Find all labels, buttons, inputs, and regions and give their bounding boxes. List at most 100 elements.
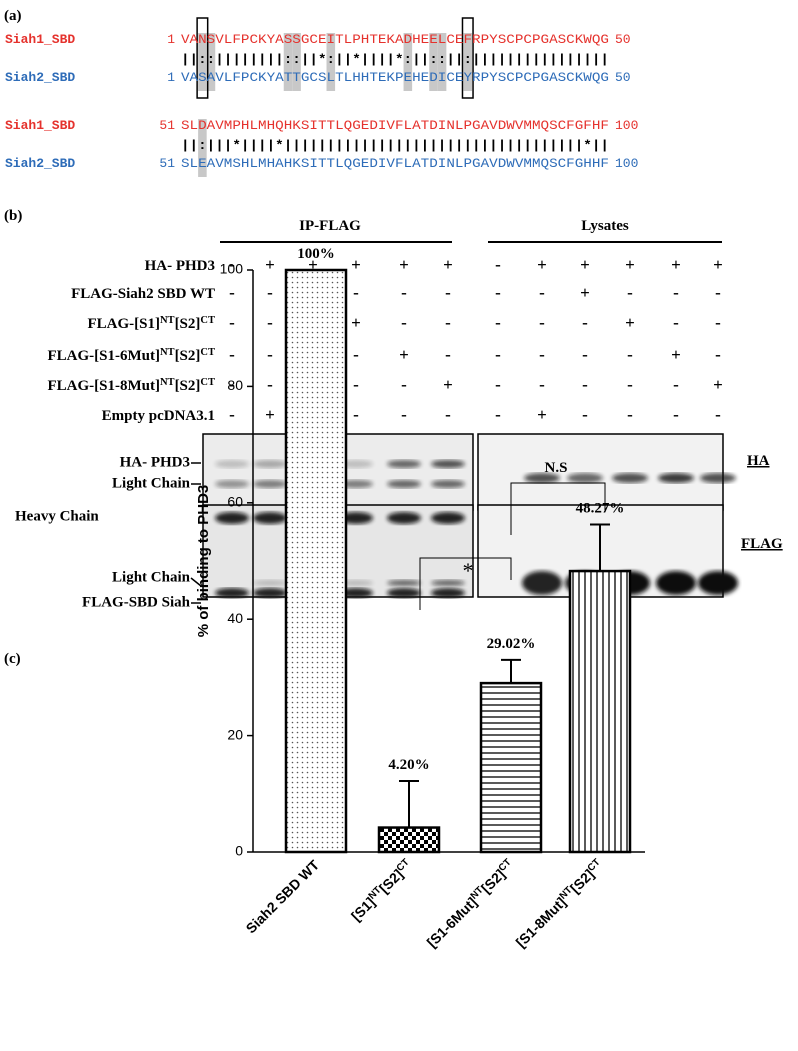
sequence-name: Siah2_SBD <box>5 156 75 171</box>
sign: - <box>582 313 588 332</box>
band <box>339 480 373 488</box>
box <box>196 17 209 99</box>
band <box>339 460 373 468</box>
band <box>698 571 738 595</box>
sign: + <box>399 255 409 274</box>
sign: - <box>229 345 235 364</box>
band <box>253 460 287 468</box>
sign: - <box>715 283 721 302</box>
band <box>656 571 696 595</box>
band <box>253 580 287 586</box>
band <box>215 460 249 468</box>
band <box>658 473 694 483</box>
sign: - <box>353 405 359 424</box>
sequence-name: Siah2_SBD <box>5 70 75 85</box>
y-tick-label: 60 <box>227 494 243 510</box>
text-part: FLAG-[S1-8Mut] <box>47 378 160 394</box>
band <box>431 512 465 524</box>
sign: - <box>267 345 273 364</box>
sign: - <box>267 283 273 302</box>
band <box>215 480 249 488</box>
panel-label: (c) <box>4 651 21 667</box>
bracket <box>419 557 512 610</box>
sign: + <box>713 375 723 394</box>
sign: - <box>495 345 501 364</box>
sign: - <box>627 345 633 364</box>
band <box>612 473 648 483</box>
x-tick-label: Siah2 SBD WT <box>243 857 323 937</box>
sign: - <box>715 345 721 364</box>
highlight <box>206 33 216 91</box>
band <box>253 512 287 524</box>
highlight <box>292 33 301 91</box>
antibody-label: FLAG <box>741 536 783 552</box>
sign: + <box>351 255 361 274</box>
sign: + <box>265 255 275 274</box>
text-part: [S1-6Mut] <box>424 894 480 950</box>
sign: - <box>353 283 359 302</box>
value-label: 4.20% <box>388 757 429 773</box>
text-part: CT <box>200 377 215 388</box>
annotation: N.S <box>545 460 568 476</box>
sign: - <box>673 405 679 424</box>
sequence: VASAVLFPCKYATTGCSLTLHHTEKPEHEDICEYRPYSCP… <box>181 70 609 85</box>
sign: - <box>495 283 501 302</box>
position: 100 <box>615 156 638 171</box>
sign: - <box>401 405 407 424</box>
position: 51 <box>159 118 175 133</box>
blot-label: Heavy Chain <box>15 508 99 524</box>
band <box>339 588 373 598</box>
text-part: NT <box>160 347 175 358</box>
y-axis-title: % of binding to PHD3 <box>195 485 212 637</box>
highlight <box>403 33 413 91</box>
sign: + <box>580 283 590 302</box>
text-part: [S1-8Mut] <box>513 894 569 950</box>
row-label: FLAG-[S1]NT[S2]CT <box>87 315 215 333</box>
box <box>461 17 474 99</box>
sign: - <box>495 313 501 332</box>
sign: - <box>539 345 545 364</box>
sign: + <box>399 345 409 364</box>
band <box>339 580 373 586</box>
bar <box>284 268 348 854</box>
highlight <box>463 33 473 91</box>
bar <box>479 681 543 854</box>
sign: - <box>445 405 451 424</box>
y-tick-label: 0 <box>235 843 243 859</box>
band <box>431 460 465 468</box>
sign: - <box>445 313 451 332</box>
sign: - <box>267 313 273 332</box>
sign: - <box>401 313 407 332</box>
error-bar <box>501 658 521 684</box>
band <box>387 512 421 524</box>
text-part: NT <box>160 315 175 326</box>
sign: - <box>673 283 679 302</box>
panel-label: (b) <box>4 208 22 224</box>
sign: + <box>537 405 547 424</box>
match-line: ||::||||||||::||*:||*||||*:||::||:||||||… <box>181 52 609 67</box>
sign: - <box>715 405 721 424</box>
sign: - <box>627 283 633 302</box>
band <box>387 480 421 488</box>
highlight <box>283 33 293 91</box>
row-label: Empty pcDNA3.1 <box>102 408 215 424</box>
sign: - <box>582 375 588 394</box>
text-part: CT <box>200 315 215 326</box>
sign: - <box>627 405 633 424</box>
error-bar <box>590 523 610 572</box>
band <box>700 473 736 483</box>
value-label: 48.27% <box>576 501 625 517</box>
position: 51 <box>159 156 175 171</box>
sequence: VANSVLFPCKYASSGCEITLPHTEKADHEELCEFRPYSCP… <box>181 32 609 47</box>
sign: - <box>229 255 235 274</box>
row-label: FLAG-[S1-8Mut]NT[S2]CT <box>47 377 215 395</box>
band <box>215 512 249 524</box>
highlight <box>437 33 447 91</box>
y-tick-label: 80 <box>227 377 243 393</box>
x-tick-label: [S1-8Mut]NT[S2]CT <box>512 856 606 950</box>
band <box>387 460 421 468</box>
text-part: [S2] <box>175 378 201 394</box>
position: 50 <box>615 70 631 85</box>
error-bar <box>399 779 419 828</box>
